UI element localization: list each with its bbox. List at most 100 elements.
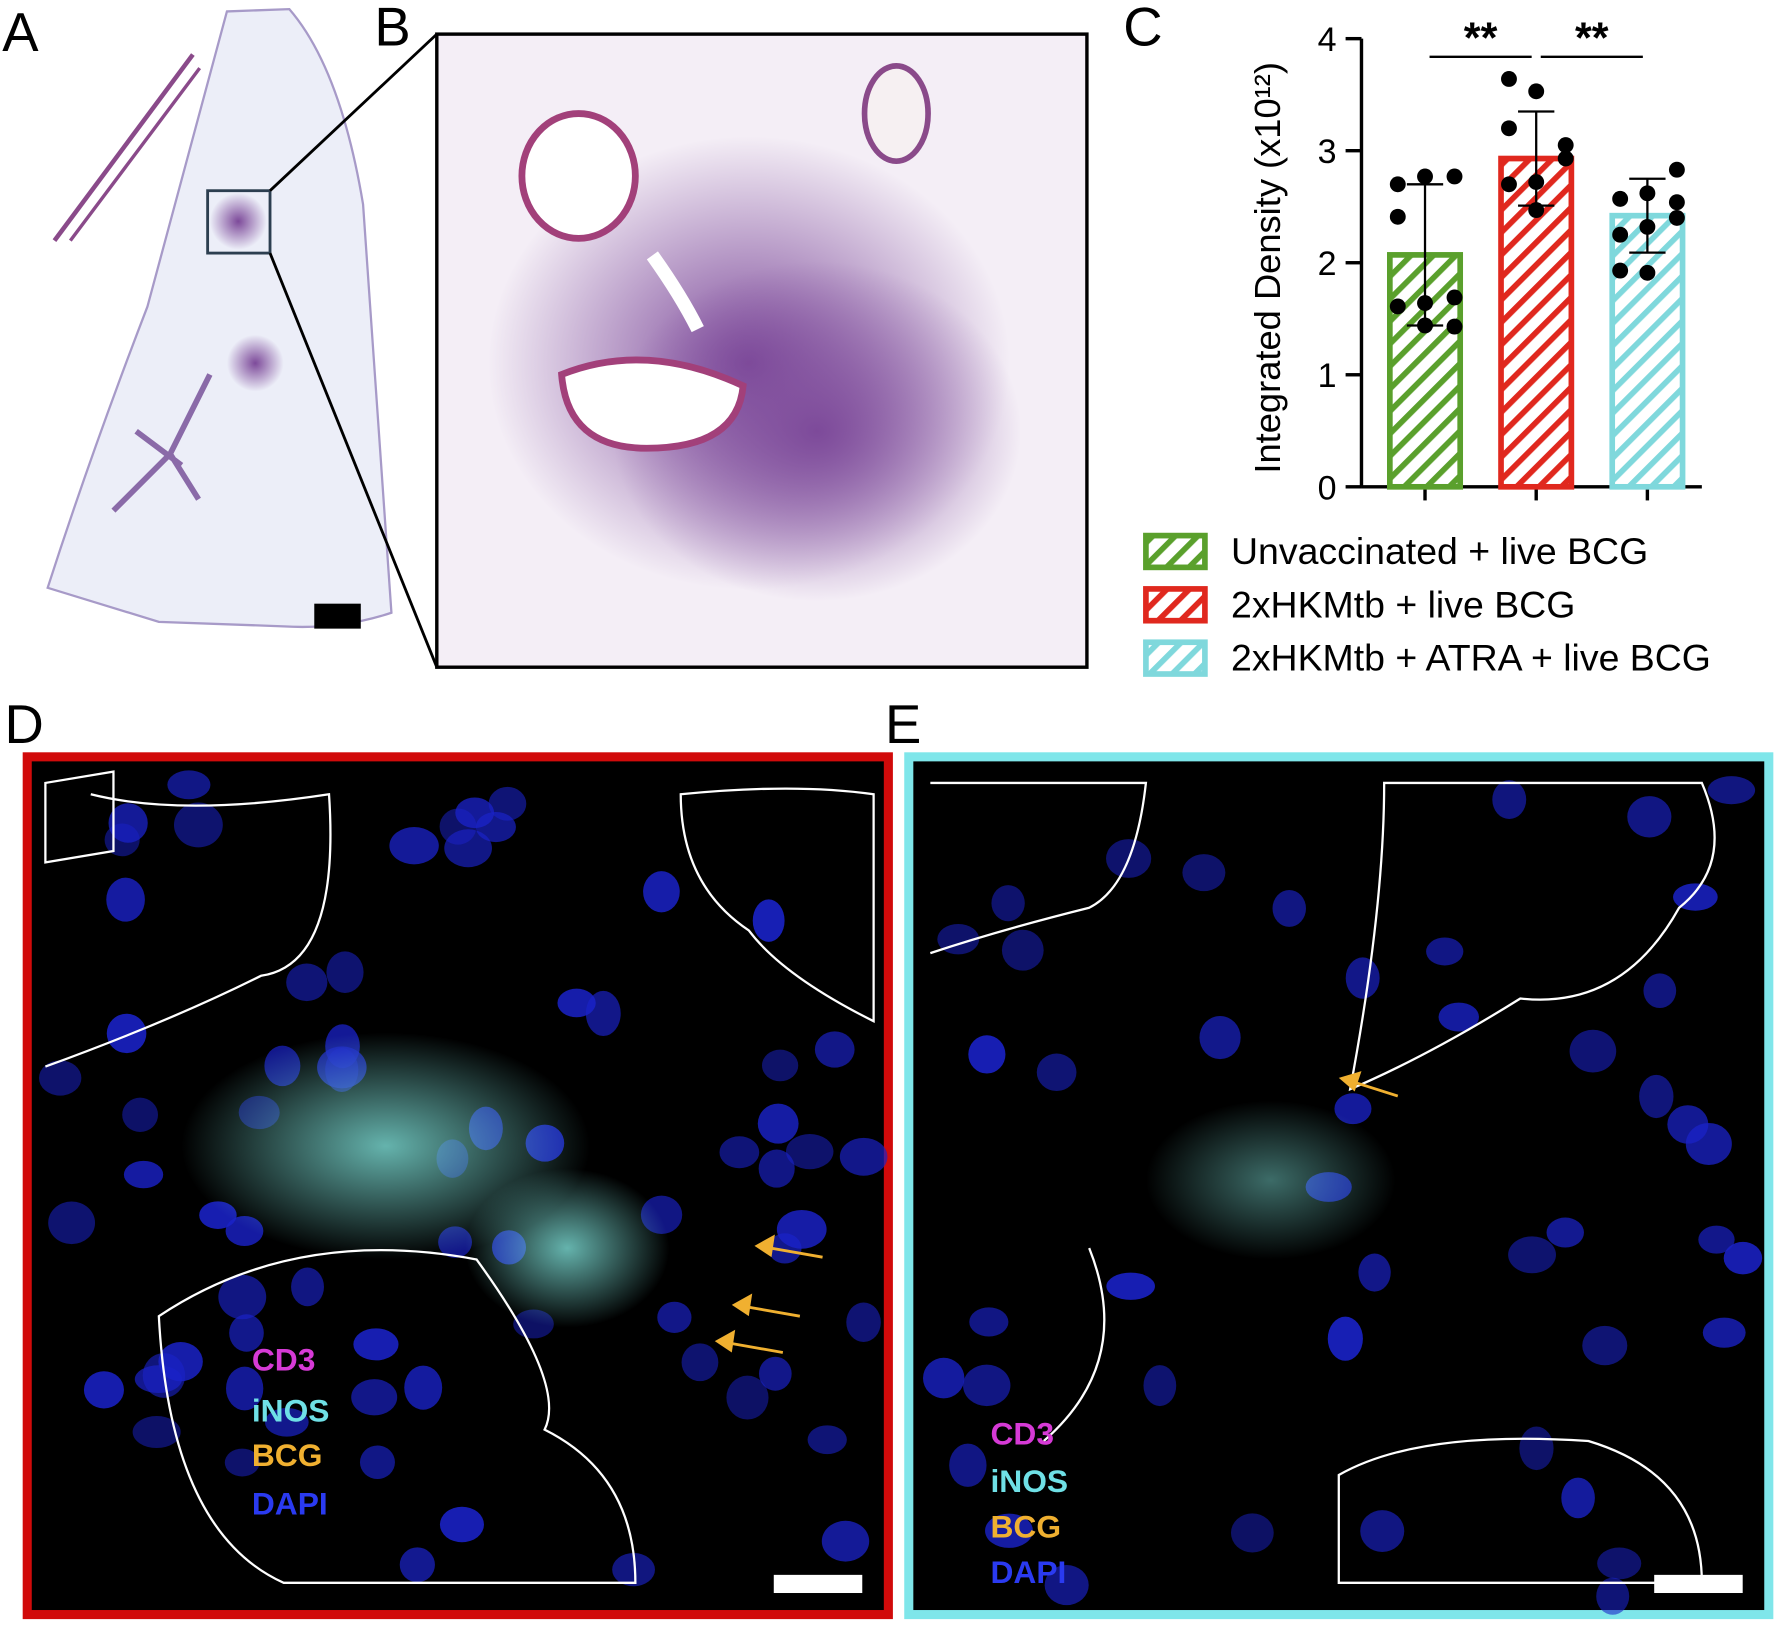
panel-label: E — [885, 694, 921, 755]
nucleus — [1327, 1316, 1363, 1361]
data-point — [1501, 71, 1517, 87]
data-point — [1668, 161, 1685, 178]
nucleus — [1230, 1513, 1274, 1553]
tissue — [52, 53, 195, 242]
nucleus — [1582, 1325, 1628, 1366]
significance-label: ** — [1464, 14, 1498, 62]
nucleus — [758, 1149, 795, 1188]
nucleus — [1360, 1510, 1405, 1553]
nucleus — [1707, 776, 1756, 805]
zoom-line — [268, 252, 439, 668]
legend-label: Unvaccinated + live BCG — [1231, 530, 1648, 572]
nucleus — [949, 1443, 987, 1487]
tissue — [68, 67, 202, 242]
data-point — [1417, 295, 1433, 312]
nucleus — [1272, 889, 1306, 927]
nucleus — [122, 1097, 159, 1132]
nucleus — [1685, 1122, 1732, 1165]
nucleus — [758, 1356, 792, 1391]
data-point — [1501, 120, 1517, 137]
y-tick-label: 3 — [1318, 133, 1337, 171]
nucleus — [439, 1506, 484, 1543]
nucleus — [752, 899, 785, 942]
channel-label: CD3 — [252, 1342, 316, 1378]
bar-chart: 0 1 2 3 4 Integrated Density (x10¹²) Unvaccina… — [1143, 14, 1711, 679]
nucleus — [1643, 973, 1677, 1009]
nucleus — [643, 871, 680, 913]
nucleus — [681, 1343, 719, 1382]
nucleus — [404, 1365, 443, 1410]
channel-label: DAPI — [990, 1554, 1066, 1590]
nucleus — [1199, 1015, 1241, 1060]
nucleus — [351, 1379, 398, 1416]
nucleus — [963, 1364, 1011, 1407]
nucleus — [785, 1133, 834, 1170]
nucleus — [48, 1201, 96, 1245]
data-point — [1639, 218, 1656, 235]
data-point — [1668, 194, 1685, 211]
channel-label: DAPI — [252, 1486, 328, 1522]
nucleus — [985, 1513, 1033, 1548]
data-point — [1557, 150, 1574, 167]
data-point — [1389, 208, 1406, 225]
panel-label: C — [1123, 0, 1162, 57]
panel-label: B — [374, 0, 410, 57]
nucleus — [1345, 957, 1380, 999]
nucleus — [132, 1416, 181, 1449]
tissue — [612, 261, 1022, 602]
arrow-head — [714, 1234, 775, 1353]
nucleus — [123, 1160, 164, 1189]
airway — [111, 373, 213, 513]
inos-signal — [1145, 1100, 1396, 1260]
y-tick-label: 2 — [1318, 245, 1337, 283]
data-point — [1501, 176, 1517, 193]
nucleus — [38, 1060, 82, 1096]
inset-box — [206, 189, 272, 255]
significance-label: ** — [1575, 14, 1609, 62]
zoom-line — [269, 33, 438, 192]
nucleus — [286, 963, 328, 1002]
nucleus — [768, 1233, 802, 1264]
nucleus — [1723, 1241, 1763, 1275]
channel-label: BCG — [990, 1508, 1061, 1544]
y-tick-label: 4 — [1318, 21, 1337, 59]
data-point — [1528, 174, 1545, 191]
nucleus — [359, 1445, 395, 1480]
outline — [44, 770, 875, 1584]
panel-label: D — [5, 694, 44, 755]
nucleus — [229, 1314, 264, 1352]
nucleus — [291, 1267, 324, 1307]
nucleus — [353, 1328, 399, 1361]
outline — [929, 781, 1716, 1584]
data-point — [1528, 202, 1545, 219]
nucleus — [1596, 1577, 1630, 1615]
legend-swatch — [1143, 586, 1208, 624]
data-point — [1612, 190, 1629, 207]
nucleus — [922, 1357, 965, 1399]
nucleus — [1546, 1217, 1584, 1248]
nucleus — [224, 1448, 260, 1477]
nucleus — [612, 1552, 655, 1587]
nucleus — [264, 1407, 309, 1437]
bar — [1609, 212, 1686, 490]
airway — [518, 110, 639, 242]
vessel — [861, 63, 931, 165]
nucleus — [1702, 1317, 1746, 1348]
y-axis-label: Integrated Density (x10¹²) — [1247, 62, 1288, 474]
channel-label: iNOS — [990, 1463, 1068, 1499]
nucleus — [1519, 1426, 1554, 1471]
nucleus — [726, 1375, 769, 1420]
panel-label: A — [2, 2, 39, 63]
lesion — [226, 334, 284, 392]
nucleus — [475, 812, 516, 843]
nucleus — [1561, 1477, 1595, 1519]
nucleus — [106, 877, 145, 922]
nucleus — [1036, 1053, 1077, 1091]
nucleus — [821, 1520, 870, 1562]
data-point — [1417, 317, 1433, 334]
data-point — [1528, 83, 1545, 100]
nucleus — [218, 1274, 267, 1320]
lesion — [209, 192, 267, 250]
nucleus — [846, 1302, 881, 1343]
nucleus — [969, 1307, 1009, 1337]
